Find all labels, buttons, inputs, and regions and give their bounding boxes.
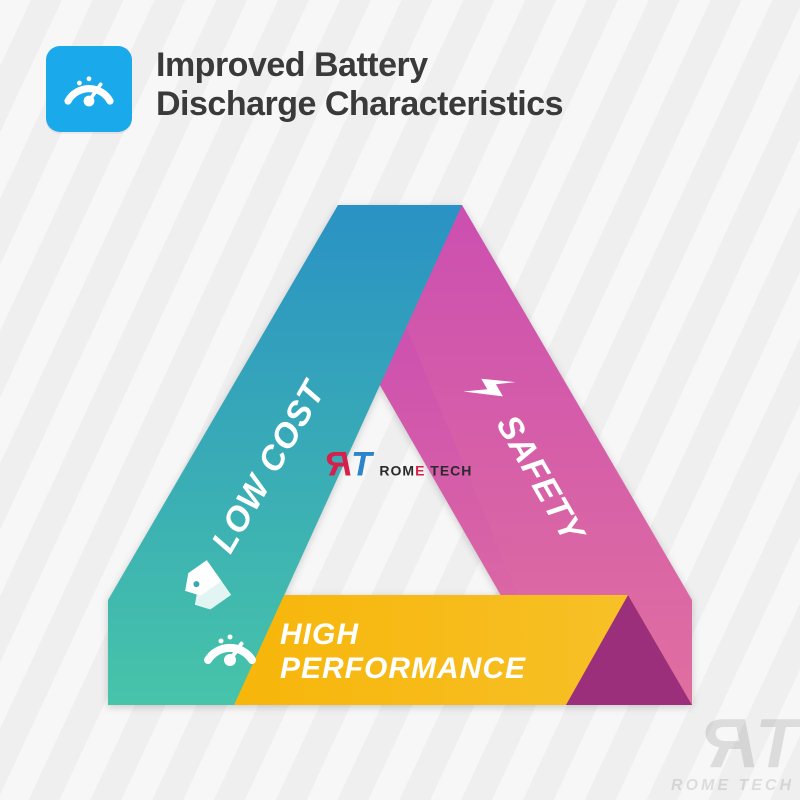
gauge-icon (59, 59, 119, 119)
page-title-line1: Improved Battery (156, 46, 563, 85)
logo-rt: RT (328, 446, 380, 484)
watermark-r: R (709, 708, 756, 778)
bottom-ribbon-label-1: HIGH (280, 618, 359, 651)
page-title-line2: Discharge Characteristics (156, 85, 563, 124)
page-title: Improved Battery Discharge Characteristi… (156, 46, 563, 124)
center-logo: RT ROME TECH (328, 446, 473, 485)
watermark-t: T (755, 704, 794, 782)
page-root: Improved Battery Discharge Characteristi… (0, 0, 800, 800)
logo-brand-post: TECH (425, 463, 472, 479)
logo-brand-pre: ROM (379, 463, 415, 479)
watermark-rt: RT (671, 708, 794, 778)
logo-brand: ROME TECH (379, 463, 472, 479)
logo-brand-e: E (415, 463, 425, 479)
watermark: RT ROME TECH (671, 708, 794, 794)
logo-t: T (351, 446, 371, 484)
bottom-ribbon-label-2: PERFORMANCE (280, 652, 526, 685)
logo-r: R (328, 446, 352, 485)
header: Improved Battery Discharge Characteristi… (46, 46, 563, 132)
gauge-icon-tile (46, 46, 132, 132)
